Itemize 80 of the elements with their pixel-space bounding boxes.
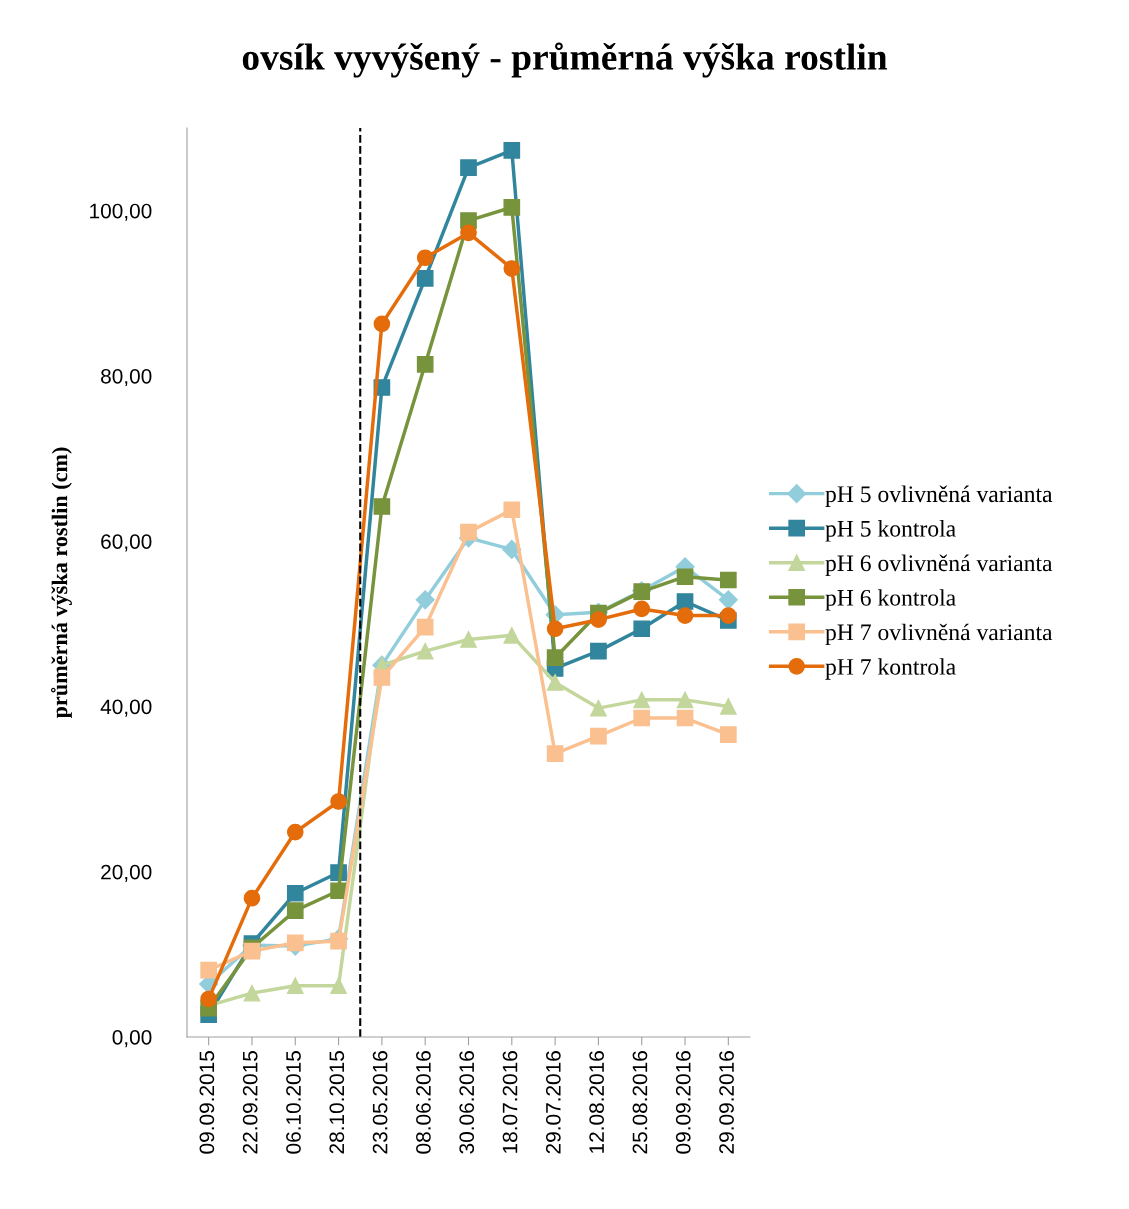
point	[633, 600, 651, 618]
point	[720, 571, 737, 589]
point	[546, 674, 564, 691]
x-tick-label: 18.07.2016	[502, 1051, 518, 1153]
x-tick-label: 22.09.2015	[242, 1051, 258, 1154]
point	[460, 523, 477, 541]
point	[373, 315, 391, 333]
point	[415, 590, 435, 610]
legend-label: pH 5 kontrola	[825, 520, 956, 542]
point	[676, 691, 694, 709]
x-tick-label: 25.08.2016	[632, 1051, 648, 1154]
point	[676, 709, 694, 727]
point	[503, 198, 521, 216]
point	[416, 270, 434, 287]
x-tick-label: 06.10.2015	[286, 1051, 301, 1154]
x-tick-label: 29.07.2016	[545, 1051, 561, 1154]
legend-label: pH 6 ovlivněná varianta	[825, 554, 1053, 577]
point	[200, 990, 217, 1008]
point	[503, 260, 521, 277]
point	[676, 607, 694, 624]
y-axis-title: průměrná výška rostlin (cm)	[51, 447, 72, 719]
point	[373, 669, 391, 686]
x-tick-label: 09.09.2016	[675, 1051, 691, 1154]
x-tick-label: 30.06.2016	[459, 1051, 475, 1154]
y-tick-label: 40,00	[100, 699, 152, 717]
y-tick-label: 80,00	[101, 368, 152, 387]
x-tick-label: 29.09.2016	[719, 1051, 734, 1154]
x-tick-label: 09.09.2015	[199, 1051, 215, 1154]
point	[633, 691, 651, 709]
y-tick-label: 60,00	[101, 534, 152, 552]
point	[590, 611, 607, 629]
point	[416, 642, 434, 660]
x-tick-label: 08.06.2016	[416, 1051, 431, 1154]
legend-label: pH 7 kontrola	[825, 658, 956, 680]
point	[286, 977, 304, 995]
point	[330, 793, 347, 810]
legend-label: pH 5 ovlivněná varianta	[825, 485, 1053, 507]
point	[503, 501, 521, 519]
point	[590, 727, 607, 745]
point	[330, 882, 347, 900]
point	[720, 698, 737, 715]
chart-title: ovsík vyvýšený - průměrná výška rostlin	[242, 42, 888, 78]
point	[286, 902, 304, 919]
point	[720, 726, 737, 743]
point	[590, 642, 607, 660]
point	[502, 539, 522, 559]
point	[633, 620, 651, 638]
point	[200, 961, 217, 979]
point	[373, 498, 391, 515]
legend-label: pH 7 ovlivněná varianta	[825, 623, 1053, 646]
point	[330, 977, 347, 995]
point	[546, 649, 564, 667]
y-tick-label: 20,00	[101, 864, 152, 882]
y-tick-label: 0,00	[112, 1030, 152, 1048]
point	[330, 932, 347, 950]
legend-label: pH 6 kontrola	[825, 589, 956, 611]
point	[718, 590, 738, 610]
point	[460, 631, 477, 648]
point	[503, 141, 521, 159]
point	[720, 607, 737, 624]
point	[590, 699, 607, 717]
point	[546, 745, 564, 762]
x-tick-label: 23.05.2016	[372, 1051, 388, 1154]
point	[460, 159, 477, 176]
point	[243, 984, 261, 1002]
point	[633, 709, 651, 727]
point	[676, 568, 694, 586]
x-tick-label: 28.10.2015	[329, 1051, 345, 1154]
point	[286, 823, 304, 841]
point	[416, 356, 434, 373]
point	[416, 618, 434, 636]
point	[416, 249, 434, 267]
y-tick-label: 100,00	[90, 203, 152, 221]
point	[286, 884, 304, 902]
point	[460, 224, 477, 242]
point	[243, 889, 261, 907]
point	[676, 593, 694, 610]
point	[503, 627, 521, 644]
x-tick-label: 12.08.2016	[589, 1051, 605, 1153]
point	[546, 620, 564, 638]
